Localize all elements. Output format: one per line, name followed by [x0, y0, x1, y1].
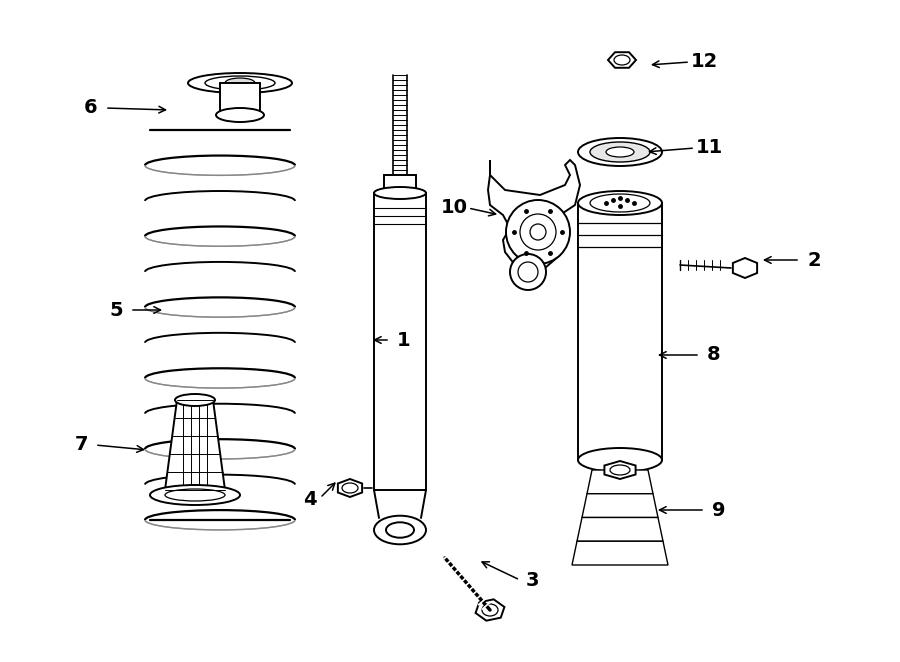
Ellipse shape: [150, 485, 240, 505]
Ellipse shape: [530, 224, 546, 240]
Ellipse shape: [506, 200, 570, 264]
Polygon shape: [338, 479, 362, 497]
Ellipse shape: [578, 448, 662, 472]
Bar: [578, 203, 662, 460]
Ellipse shape: [578, 138, 662, 166]
Polygon shape: [572, 542, 668, 565]
Ellipse shape: [374, 516, 426, 544]
Ellipse shape: [188, 73, 292, 93]
Ellipse shape: [216, 108, 264, 122]
Text: 3: 3: [526, 571, 539, 591]
Ellipse shape: [225, 78, 255, 88]
Ellipse shape: [386, 522, 414, 538]
Ellipse shape: [510, 254, 546, 290]
Polygon shape: [608, 52, 636, 68]
Text: 5: 5: [109, 301, 122, 320]
Text: 4: 4: [303, 490, 317, 509]
Text: 8: 8: [707, 346, 721, 365]
Polygon shape: [577, 518, 663, 542]
Polygon shape: [587, 470, 653, 494]
Text: 1: 1: [397, 330, 410, 350]
Ellipse shape: [342, 483, 358, 493]
Ellipse shape: [578, 191, 662, 215]
Text: 6: 6: [85, 99, 98, 117]
Ellipse shape: [175, 394, 215, 406]
Ellipse shape: [520, 214, 556, 250]
Polygon shape: [582, 494, 658, 518]
Text: 12: 12: [690, 52, 717, 71]
Text: 7: 7: [75, 436, 88, 454]
Text: 9: 9: [712, 500, 725, 520]
Ellipse shape: [482, 604, 498, 616]
Bar: [220, 83, 260, 115]
Ellipse shape: [614, 55, 630, 65]
Ellipse shape: [205, 76, 275, 90]
Ellipse shape: [606, 147, 634, 157]
Ellipse shape: [610, 465, 630, 475]
Ellipse shape: [590, 194, 650, 212]
Polygon shape: [733, 258, 757, 278]
Text: 11: 11: [696, 138, 723, 158]
Bar: [374, 193, 426, 490]
Ellipse shape: [165, 489, 225, 501]
Text: 2: 2: [807, 250, 821, 269]
Bar: [384, 175, 416, 193]
Ellipse shape: [374, 187, 426, 199]
Polygon shape: [165, 400, 225, 490]
Text: 10: 10: [441, 198, 468, 217]
Ellipse shape: [518, 262, 538, 282]
Polygon shape: [605, 461, 635, 479]
Ellipse shape: [590, 142, 650, 162]
Polygon shape: [475, 599, 504, 621]
Polygon shape: [488, 160, 580, 270]
